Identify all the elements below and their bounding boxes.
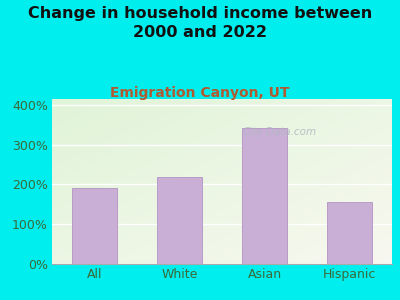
Bar bbox=[327, 202, 372, 264]
Text: Change in household income between
2000 and 2022: Change in household income between 2000 … bbox=[28, 6, 372, 40]
Text: Emigration Canyon, UT: Emigration Canyon, UT bbox=[110, 85, 290, 100]
Bar bbox=[72, 188, 117, 264]
Text: City-Data.com: City-Data.com bbox=[243, 127, 317, 137]
Bar bbox=[158, 176, 202, 264]
Bar bbox=[242, 128, 286, 264]
